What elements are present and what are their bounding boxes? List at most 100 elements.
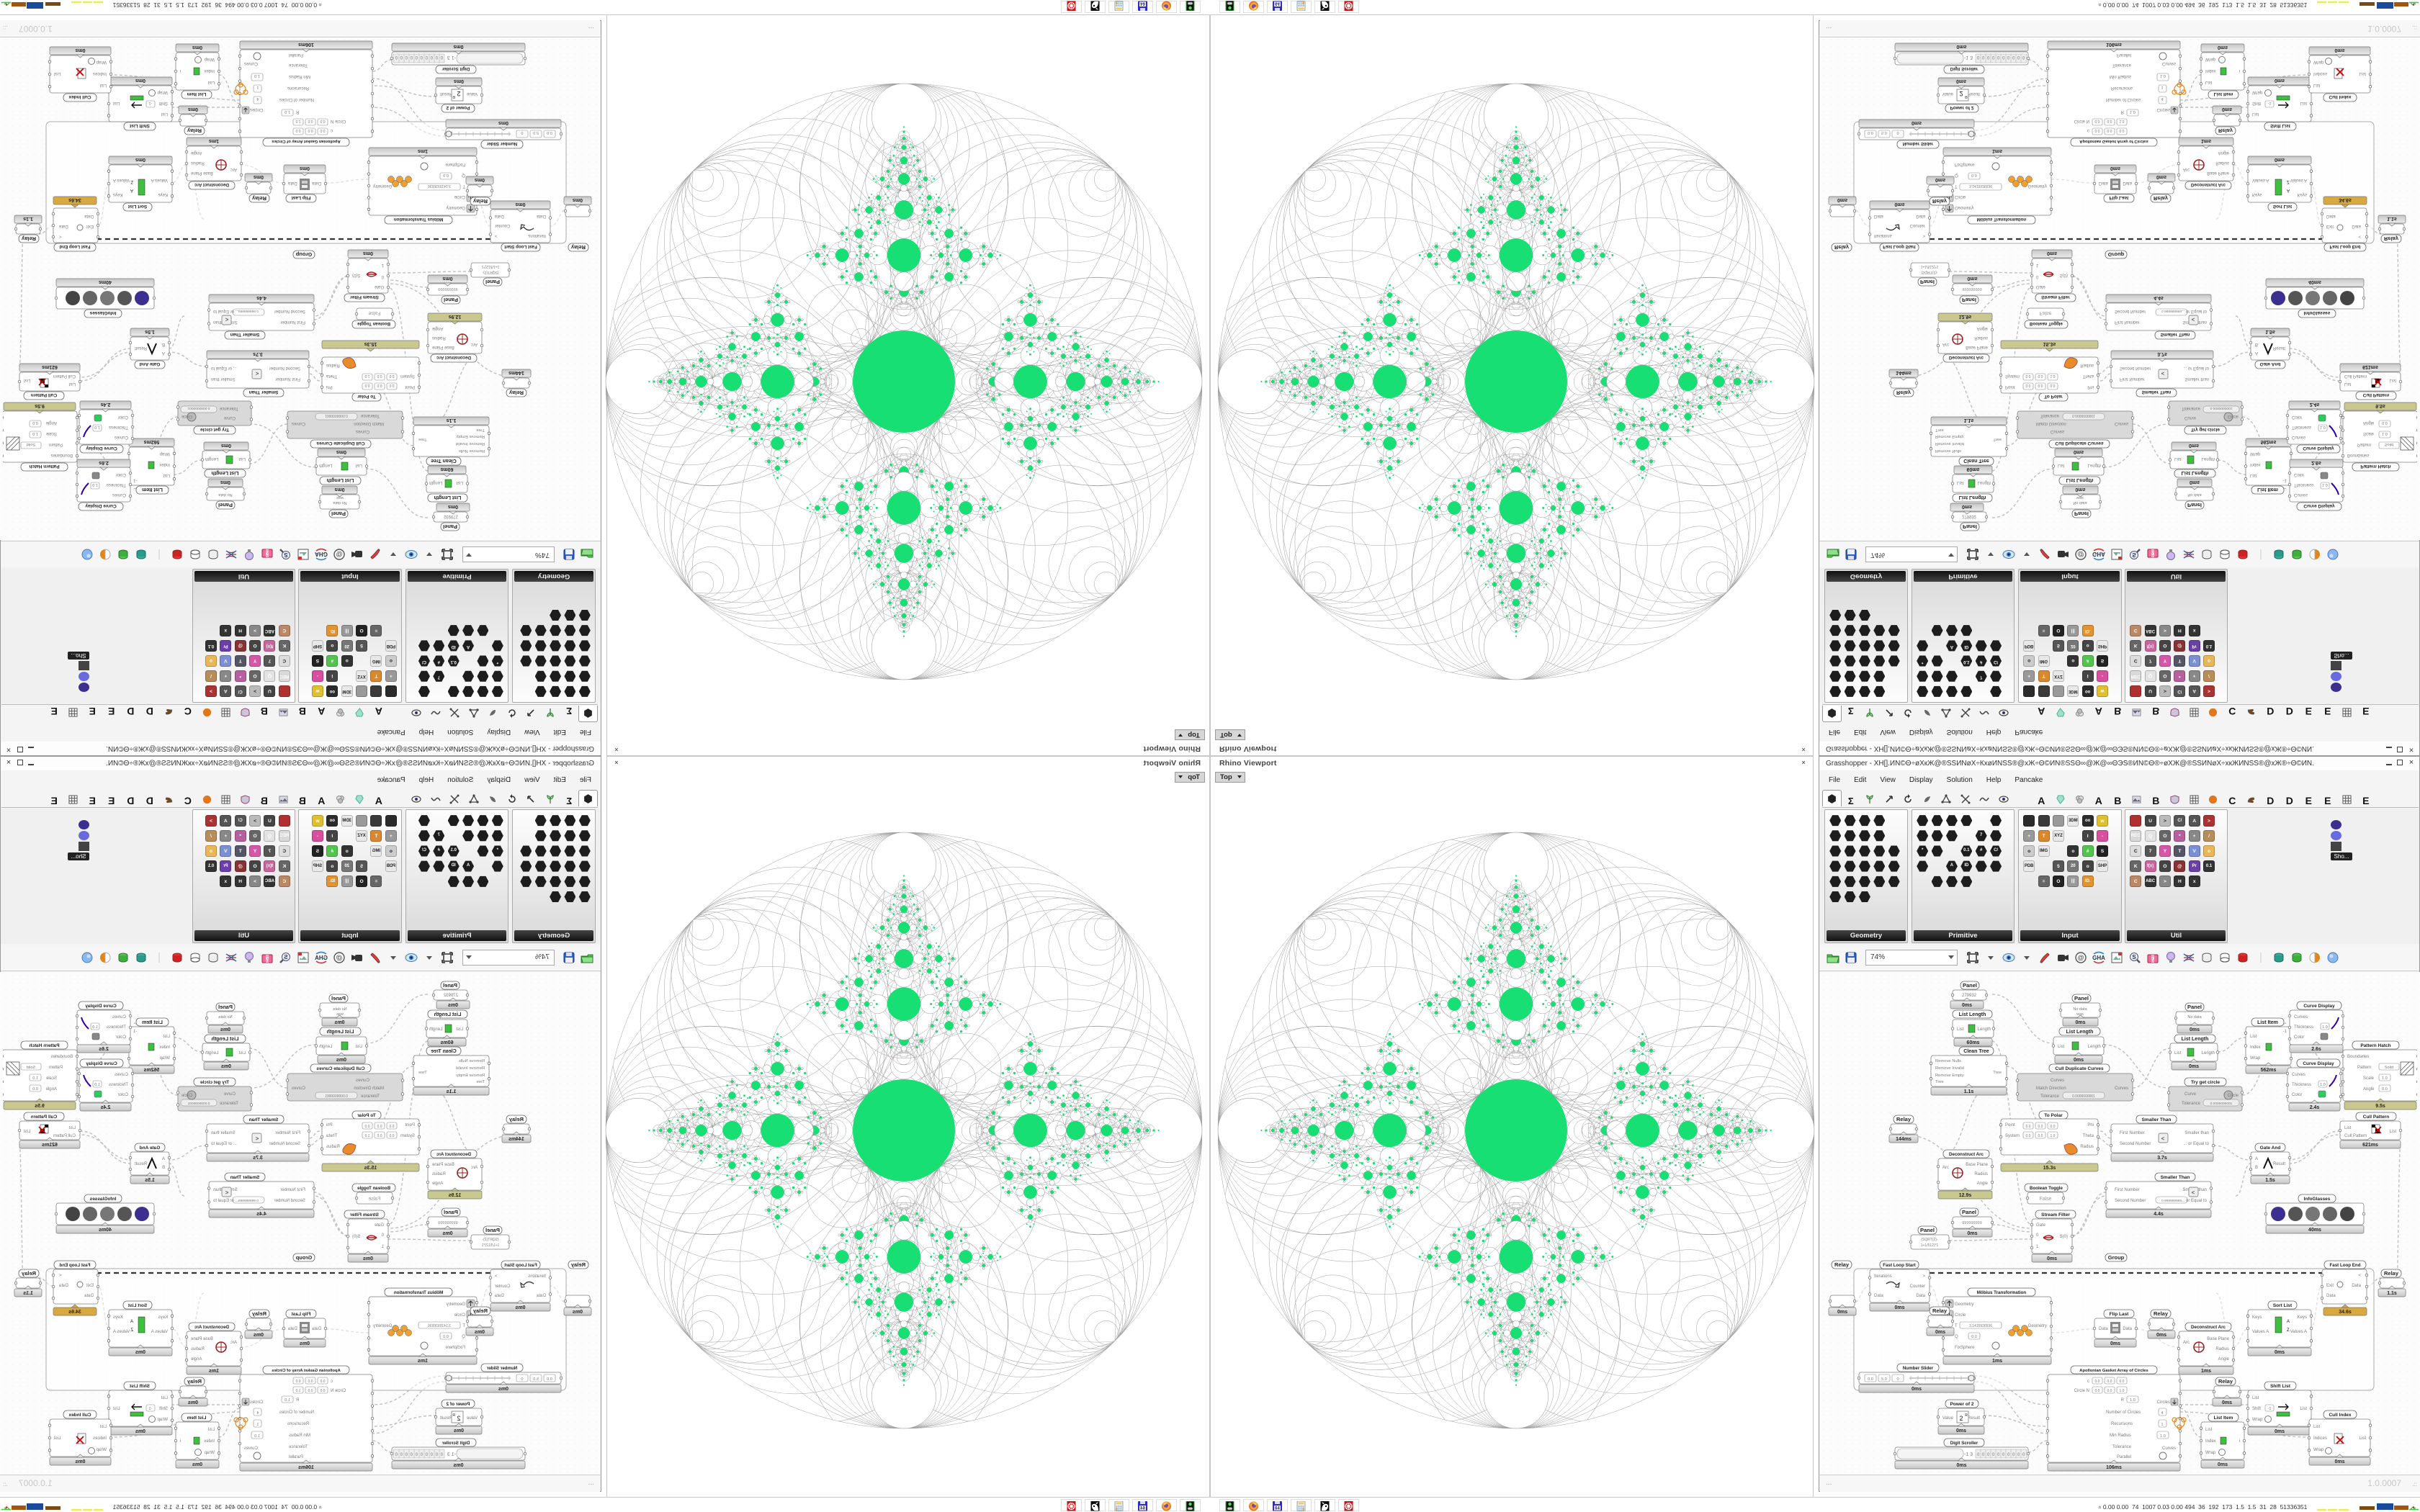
svg-text:Length: Length <box>2202 456 2215 461</box>
svg-text:Sort List: Sort List <box>127 1303 147 1308</box>
svg-text:Indices: Indices <box>2313 71 2327 76</box>
svg-text:<: < <box>2358 234 2361 238</box>
svg-text:279932: 279932 <box>443 994 458 998</box>
svg-text:Data: Data <box>312 1327 321 1331</box>
svg-text:0: 0 <box>1982 55 1985 59</box>
svg-text:Cull Duplicate Curves: Cull Duplicate Curves <box>316 441 365 446</box>
svg-text:Circle: Circle <box>454 1313 465 1318</box>
svg-text:Stream Filter: Stream Filter <box>350 1212 379 1218</box>
svg-text:List: List <box>2252 1396 2259 1400</box>
svg-text:Gate: Gate <box>2036 284 2046 289</box>
svg-text:InfoGlasses: InfoGlasses <box>89 310 116 315</box>
svg-text:Remove Invalid: Remove Invalid <box>456 441 485 446</box>
svg-text:0: 0 <box>435 55 438 59</box>
svg-text:Möbius Transformation: Möbius Transformation <box>394 217 444 222</box>
svg-text:Smaller Than: Smaller Than <box>230 332 260 337</box>
svg-text:0ms: 0ms <box>515 1305 525 1310</box>
svg-text:0: 0 <box>400 1453 403 1457</box>
svg-text:Wrap: Wrap <box>2313 1448 2324 1452</box>
svg-text:Result: Result <box>2273 1162 2285 1166</box>
svg-text:Data: Data <box>84 214 94 218</box>
svg-text:Gate: Gate <box>374 284 384 289</box>
svg-text:0: 0 <box>2017 1453 2020 1457</box>
svg-text:No data: No data <box>332 500 346 505</box>
svg-text:Length: Length <box>205 456 218 461</box>
svg-text:12.9s: 12.9s <box>1959 1193 1972 1198</box>
svg-text:1.1s: 1.1s <box>2387 1291 2397 1296</box>
svg-text:0.0: 0.0 <box>389 1125 394 1129</box>
svg-text:Fast Loop Start: Fast Loop Start <box>1883 1263 1915 1268</box>
svg-text:Radius: Radius <box>1974 1172 1988 1176</box>
svg-text:Remove Nulls: Remove Nulls <box>459 449 485 453</box>
svg-text:Circle: Circle <box>2228 414 2239 418</box>
svg-text:Boundaries: Boundaries <box>2347 453 2369 457</box>
svg-text:Circle: Circle <box>1955 194 1966 199</box>
svg-text:Indices: Indices <box>2313 1436 2327 1441</box>
svg-text:Circle: Circle <box>181 414 192 418</box>
svg-text:List Length: List Length <box>212 470 239 475</box>
svg-text:Apollonian Gasket Array of Cir: Apollonian Gasket Array of Circles <box>272 139 340 143</box>
svg-text:Cull Index: Cull Index <box>2329 1413 2351 1418</box>
svg-text:1.1s: 1.1s <box>2387 216 2397 221</box>
svg-text:... or Equal to: ... or Equal to <box>210 366 236 370</box>
svg-text:List: List <box>163 1035 170 1039</box>
svg-text:A: A <box>130 1320 133 1324</box>
svg-text:Scale: Scale <box>45 1076 57 1081</box>
svg-text:Recursions: Recursions <box>2111 1422 2133 1426</box>
svg-text:0.999999999: 0.999999999 <box>238 1199 259 1203</box>
svg-text:0ms: 0ms <box>442 1231 452 1236</box>
svg-text:0ms: 0ms <box>254 1333 264 1338</box>
svg-text:4.4s: 4.4s <box>256 295 266 300</box>
svg-text:Cull Index: Cull Index <box>68 1413 91 1418</box>
svg-text:Data: Data <box>1916 1294 1925 1298</box>
svg-text:Apollonian Gasket Array of Cir: Apollonian Gasket Array of Circles <box>2079 1369 2148 1373</box>
svg-text:List: List <box>456 1027 463 1032</box>
svg-text:Curve: Curve <box>223 415 236 420</box>
svg-text:Base Plane: Base Plane <box>1966 345 1988 349</box>
svg-text:0.0: 0.0 <box>2095 1380 2100 1384</box>
svg-text:1: 1 <box>381 1245 384 1249</box>
svg-text:Data: Data <box>2326 214 2336 218</box>
svg-text:0ms: 0ms <box>1935 1330 1945 1335</box>
svg-text:First Number: First Number <box>2120 1131 2145 1135</box>
svg-text:Keys: Keys <box>113 1315 122 1320</box>
svg-text:?: ? <box>266 549 269 556</box>
svg-text:9.5s: 9.5s <box>35 1104 45 1109</box>
svg-text:Length: Length <box>1978 1027 1991 1032</box>
svg-text:Keys: Keys <box>2252 1315 2262 1320</box>
svg-text:Second Number: Second Number <box>269 366 300 370</box>
svg-text:0.999999999: 0.999999999 <box>238 309 259 313</box>
svg-text:List: List <box>207 1428 215 1432</box>
svg-text:0ms: 0ms <box>75 48 85 53</box>
svg-text:Panel: Panel <box>485 279 500 285</box>
svg-text:0ms: 0ms <box>334 487 344 492</box>
svg-text:1.0: 1.0 <box>2382 431 2388 436</box>
svg-text:0: 0 <box>2017 55 2020 59</box>
svg-text:Deconstruct Arc: Deconstruct Arc <box>194 1325 228 1330</box>
svg-text:Remove Invalid: Remove Invalid <box>1935 441 1964 446</box>
svg-text:Boundaries: Boundaries <box>2347 1055 2369 1059</box>
svg-text:0: 0 <box>435 1453 438 1457</box>
svg-text:0ms: 0ms <box>135 1429 145 1434</box>
svg-text:-1: -1 <box>133 1030 137 1034</box>
svg-text:Pattern: Pattern <box>49 1066 63 1070</box>
svg-text:Try get circle: Try get circle <box>200 427 229 432</box>
svg-text:Relay: Relay <box>251 195 266 202</box>
svg-text:List: List <box>2360 71 2367 76</box>
svg-text:Try get circle: Try get circle <box>2191 1080 2220 1085</box>
svg-text:Tolerance: Tolerance <box>219 406 238 410</box>
svg-text:Base Plane: Base Plane <box>431 345 454 349</box>
svg-text:List Length: List Length <box>2182 1037 2209 1042</box>
svg-text:Radius: Radius <box>432 1172 446 1176</box>
svg-text:0: 0 <box>521 130 523 135</box>
svg-text:A: A <box>2255 1157 2258 1161</box>
svg-text:0.0: 0.0 <box>320 1389 325 1393</box>
svg-text:Q: Q <box>1955 173 1958 177</box>
svg-text:0: 0 <box>415 55 418 59</box>
svg-text:2.6s: 2.6s <box>2311 460 2321 465</box>
svg-text:0ms: 0ms <box>2275 1350 2285 1355</box>
svg-text:1ms: 1ms <box>2201 1369 2211 1374</box>
svg-text:0ms: 0ms <box>334 1020 344 1025</box>
svg-text:621ms: 621ms <box>42 364 58 369</box>
svg-text:Arc: Arc <box>1942 1166 1949 1170</box>
